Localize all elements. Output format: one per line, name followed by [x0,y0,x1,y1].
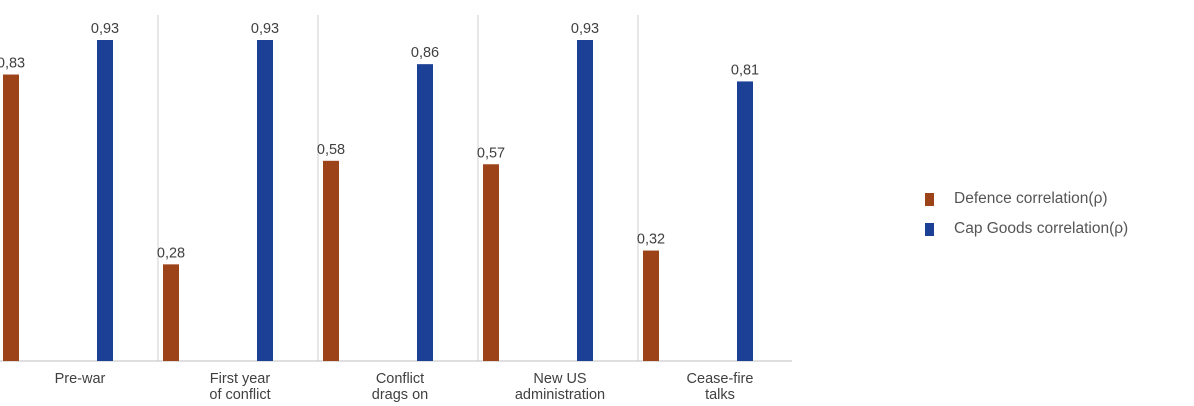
legend-swatch-defence [925,192,934,206]
category-label-3: administration [515,387,605,403]
legend-label-defence: Defence correlation(ρ) [954,190,1108,207]
category-label-2: Conflict [376,371,424,387]
legend: Defence correlation(ρ) Cap Goods correla… [925,184,1128,244]
data-label-cap-goods-4: 0,81 [731,62,759,78]
bar-cap-goods-1 [257,40,273,361]
bar-defence-2 [323,160,339,361]
bar-cap-goods-0 [97,40,113,361]
bar-cap-goods-3 [577,40,593,361]
bar-defence-3 [483,164,499,361]
data-label-cap-goods-2: 0,86 [411,45,439,61]
bar-defence-0 [3,74,19,362]
legend-item-cap-goods: Cap Goods correlation(ρ) [925,214,1128,244]
bar-defence-4 [643,250,659,361]
legend-item-defence: Defence correlation(ρ) [925,184,1128,214]
legend-swatch-cap-goods [925,222,934,236]
bar-defence-1 [163,264,179,361]
data-label-cap-goods-1: 0,93 [251,21,279,37]
data-label-defence-3: 0,57 [477,145,505,161]
category-label-1: First year [210,371,271,387]
category-label-0: Pre-war [55,371,106,387]
category-label-2: drags on [372,387,428,403]
bar-cap-goods-2 [417,64,433,362]
bar-cap-goods-4 [737,81,753,361]
data-label-defence-4: 0,32 [637,232,665,248]
data-label-defence-2: 0,58 [317,142,345,158]
category-label-1: of conflict [209,387,270,403]
legend-label-cap-goods: Cap Goods correlation(ρ) [954,220,1129,237]
category-label-4: Cease-fire [687,371,754,387]
category-label-4: talks [705,387,735,403]
data-label-defence-1: 0,28 [157,245,185,261]
category-label-3: New US [533,371,586,387]
data-label-cap-goods-0: 0,93 [91,21,119,37]
data-label-cap-goods-3: 0,93 [571,21,599,37]
data-label-defence-0: 0,83 [0,56,25,72]
